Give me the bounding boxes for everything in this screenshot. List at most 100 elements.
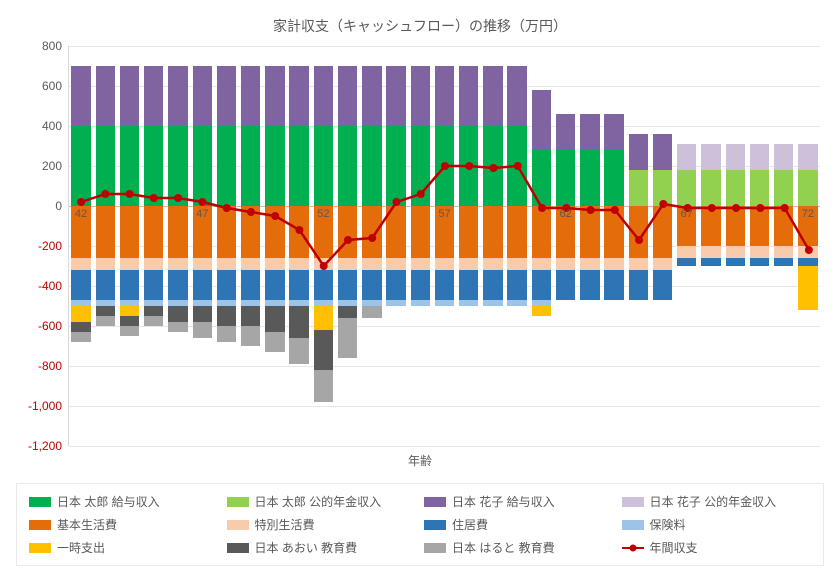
bar-column: [69, 46, 93, 446]
legend-item-special: 特別生活費: [223, 513, 421, 536]
legend-swatch: [227, 543, 249, 553]
legend-swatch: [227, 520, 249, 530]
bar-seg-edu_aoi: [241, 306, 260, 326]
bar-seg-basic: [168, 206, 187, 258]
bar-seg-insurance: [507, 300, 526, 306]
legend-item-taro_pension: 日本 太郎 公的年金収入: [223, 490, 421, 513]
legend-label: 一時支出: [57, 539, 105, 556]
x-tick-label: 72: [802, 208, 814, 220]
bar-seg-hanako_salary: [459, 66, 478, 126]
bar-seg-taro_salary: [71, 126, 90, 206]
bar-column: [384, 46, 408, 446]
legend-swatch: [424, 543, 446, 553]
bar-seg-special: [532, 258, 551, 270]
bar-seg-basic: [120, 206, 139, 258]
legend-swatch: [424, 497, 446, 507]
legend-item-edu_haruto: 日本 はると 教育費: [420, 536, 618, 559]
bar-seg-lump: [798, 266, 817, 310]
bar-seg-taro_salary: [168, 126, 187, 206]
bar-column: [457, 46, 481, 446]
bar-seg-hanako_salary: [653, 134, 672, 170]
bar-column: [360, 46, 384, 446]
bar-column: [142, 46, 166, 446]
bar-seg-special: [314, 258, 333, 270]
bar-seg-basic: [459, 206, 478, 258]
bar-seg-hanako_pension: [726, 144, 745, 170]
bar-seg-housing: [701, 258, 720, 266]
bar-seg-taro_pension: [774, 170, 793, 206]
legend-label: 特別生活費: [255, 516, 315, 533]
bar-seg-housing: [71, 270, 90, 300]
bar-seg-basic: [241, 206, 260, 258]
bar-seg-edu_haruto: [144, 316, 163, 326]
bar-seg-lump: [120, 306, 139, 316]
legend-item-taro_salary: 日本 太郎 給与収入: [25, 490, 223, 513]
legend-item-housing: 住居費: [420, 513, 618, 536]
bar-seg-hanako_salary: [532, 90, 551, 150]
y-tick-label: 0: [55, 199, 62, 213]
bar-seg-taro_salary: [144, 126, 163, 206]
legend-swatch: [622, 520, 644, 530]
legend-item-edu_aoi: 日本 あおい 教育費: [223, 536, 421, 559]
bar-seg-edu_haruto: [217, 326, 236, 342]
bar-seg-housing: [532, 270, 551, 300]
bar-column: [602, 46, 626, 446]
bar-seg-special: [120, 258, 139, 270]
bar-seg-housing: [289, 270, 308, 300]
legend-label: 日本 太郎 給与収入: [57, 493, 160, 510]
bar-seg-housing: [411, 270, 430, 300]
bar-seg-edu_aoi: [168, 306, 187, 322]
bar-seg-taro_salary: [556, 150, 575, 206]
bar-seg-basic: [386, 206, 405, 258]
bar-seg-special: [217, 258, 236, 270]
bar-seg-edu_aoi: [217, 306, 236, 326]
bar-seg-edu_aoi: [96, 306, 115, 316]
legend-label: 日本 花子 給与収入: [452, 493, 555, 510]
bar-seg-edu_aoi: [193, 306, 212, 322]
bar-seg-hanako_salary: [435, 66, 454, 126]
legend-swatch: [424, 520, 446, 530]
bar-seg-special: [653, 258, 672, 270]
bar-seg-special: [798, 246, 817, 258]
y-tick-label: 200: [42, 159, 62, 173]
bar-seg-special: [168, 258, 187, 270]
bar-seg-taro_salary: [459, 126, 478, 206]
bar-seg-taro_salary: [120, 126, 139, 206]
bar-seg-housing: [193, 270, 212, 300]
y-tick-label: -400: [38, 279, 62, 293]
bar-seg-taro_salary: [507, 126, 526, 206]
bar-seg-special: [338, 258, 357, 270]
legend-label: 日本 花子 公的年金収入: [650, 493, 777, 510]
bar-seg-taro_pension: [653, 170, 672, 206]
bar-seg-special: [483, 258, 502, 270]
bar-seg-taro_salary: [265, 126, 284, 206]
bar-column: [408, 46, 432, 446]
y-tick-label: 800: [42, 39, 62, 53]
bar-seg-housing: [435, 270, 454, 300]
bar-seg-taro_pension: [726, 170, 745, 206]
bar-seg-housing: [217, 270, 236, 300]
y-tick-label: -1,000: [28, 399, 62, 413]
bar-seg-edu_haruto: [289, 338, 308, 364]
bar-seg-housing: [483, 270, 502, 300]
bar-seg-edu_haruto: [241, 326, 260, 346]
bar-seg-special: [241, 258, 260, 270]
legend-item-balance: 年間収支: [618, 536, 816, 559]
bars-layer: [69, 46, 820, 446]
bar-seg-basic: [144, 206, 163, 258]
bar-seg-edu_haruto: [314, 370, 333, 402]
bar-seg-taro_salary: [338, 126, 357, 206]
x-tick-label: 62: [560, 208, 572, 220]
bar-seg-edu_haruto: [168, 322, 187, 332]
bar-seg-housing: [604, 270, 623, 300]
chart-title: 家計収支（キャッシュフロー）の推移（万円）: [16, 16, 824, 36]
bar-column: [505, 46, 529, 446]
bar-seg-basic: [338, 206, 357, 258]
bar-seg-hanako_pension: [798, 144, 817, 170]
bar-seg-hanako_salary: [314, 66, 333, 126]
y-tick-label: -800: [38, 359, 62, 373]
bar-seg-hanako_salary: [338, 66, 357, 126]
bar-seg-special: [289, 258, 308, 270]
legend-item-basic: 基本生活費: [25, 513, 223, 536]
bar-column: [239, 46, 263, 446]
